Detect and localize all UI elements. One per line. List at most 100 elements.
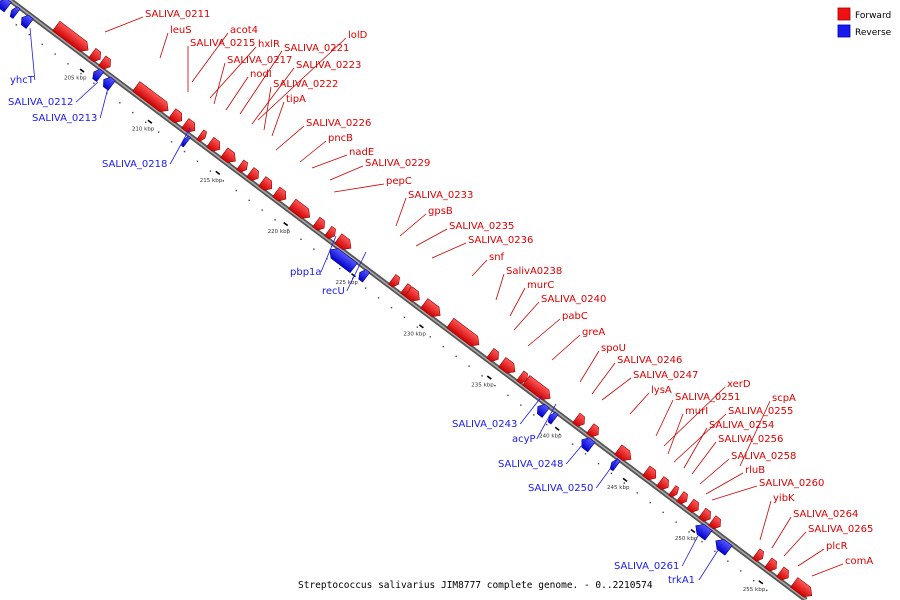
forward-gene xyxy=(642,465,657,481)
forward-gene xyxy=(776,566,789,581)
tick-dot xyxy=(662,511,664,514)
forward-gene-label: acot4 xyxy=(230,25,258,36)
forward-gene xyxy=(668,485,680,498)
tick-label: 230 kbp xyxy=(403,331,426,337)
forward-label-leader xyxy=(551,334,581,361)
reverse-gene-label: trkA1 xyxy=(668,575,695,586)
reverse-label-leader xyxy=(681,531,701,567)
forward-gene xyxy=(790,577,813,598)
reverse-gene xyxy=(181,135,192,148)
forward-gene xyxy=(246,167,259,182)
tick-label: 205 kbp xyxy=(64,76,87,82)
backbone xyxy=(8,0,808,600)
forward-gene-label: SALIVA_0211 xyxy=(145,9,210,20)
reverse-gene xyxy=(695,524,713,541)
forward-label-leader xyxy=(591,362,616,395)
reverse-label-leader xyxy=(320,235,337,273)
forward-gene xyxy=(586,423,599,438)
tick-dot xyxy=(145,121,147,124)
tick-dot xyxy=(170,141,173,143)
forward-label-leader xyxy=(471,259,488,277)
reverse-gene xyxy=(329,248,358,274)
tick-dot xyxy=(610,472,613,475)
tick-label: 225 kbp xyxy=(336,280,359,286)
forward-label-leader xyxy=(739,400,771,467)
forward-gene-label: SALIVA_0233 xyxy=(408,190,473,201)
forward-gene xyxy=(516,370,528,384)
major-tick xyxy=(758,580,764,585)
forward-label-leader xyxy=(759,500,772,541)
tick-dot xyxy=(558,433,561,436)
forward-label-leader xyxy=(271,101,285,137)
forward-gene-label: SALIVA_0240 xyxy=(541,294,606,305)
tick-label: 240 kbp xyxy=(539,434,562,440)
forward-gene-label: nadE xyxy=(349,147,374,158)
forward-label-leader xyxy=(509,287,526,317)
forward-gene xyxy=(288,198,311,219)
forward-label-leader xyxy=(783,531,807,557)
tick-dot xyxy=(442,345,444,348)
forward-label-leader xyxy=(311,154,348,169)
major-tick xyxy=(79,68,85,73)
forward-label-leader xyxy=(601,377,632,401)
forward-label-leader xyxy=(673,413,727,463)
reverse-label-leader xyxy=(346,251,367,292)
tick-dot xyxy=(54,53,56,55)
forward-gene xyxy=(614,444,632,461)
forward-gene xyxy=(132,81,169,112)
forward-gene xyxy=(676,491,688,505)
forward-gene-label: SALIVA_0246 xyxy=(617,355,682,366)
forward-gene xyxy=(272,186,287,202)
forward-gene-label: comA xyxy=(845,556,873,567)
tick-dot xyxy=(196,160,199,163)
tick-dot xyxy=(740,570,742,572)
forward-gene-label: SalivA0238 xyxy=(506,266,562,277)
tick-dot xyxy=(41,43,43,46)
legend-reverse-label: Reverse xyxy=(855,28,892,38)
tick-dot xyxy=(533,414,535,416)
forward-gene xyxy=(404,286,420,302)
forward-label-leader xyxy=(711,485,758,501)
reverse-gene-label: SALIVA_0243 xyxy=(452,419,517,430)
forward-gene-label: SALIVA_0251 xyxy=(675,392,740,403)
forward-label-leader xyxy=(667,413,684,455)
forward-label-leader xyxy=(683,427,708,469)
reverse-gene xyxy=(0,0,12,13)
forward-gene-label: SALIVA_0221 xyxy=(284,43,349,54)
tick-dot xyxy=(183,150,186,153)
legend-forward-swatch xyxy=(837,7,851,21)
legend-forward-label: Forward xyxy=(855,11,891,21)
tick-dot xyxy=(132,111,134,114)
forward-gene-label: SALIVA_0236 xyxy=(468,235,533,246)
reverse-gene xyxy=(103,76,116,91)
tick-dot xyxy=(222,180,225,182)
forward-gene xyxy=(258,176,273,191)
forward-gene-label: snf xyxy=(489,252,505,263)
tick-dot xyxy=(403,316,406,319)
reverse-label-leader xyxy=(698,543,723,581)
forward-gene-label: SALIVA_0258 xyxy=(731,451,796,462)
forward-gene-label: yibK xyxy=(773,493,795,504)
forward-gene xyxy=(420,298,441,317)
forward-gene-label: SALIVA_0255 xyxy=(728,406,793,417)
forward-label-leader xyxy=(655,399,674,437)
reverse-gene-label: SALIVA_0218 xyxy=(102,159,167,170)
reverse-label-leader xyxy=(75,81,99,103)
forward-gene xyxy=(498,357,516,374)
forward-gene xyxy=(181,118,196,133)
forward-label-leader xyxy=(263,86,272,131)
forward-label-leader xyxy=(251,67,295,125)
major-tick xyxy=(486,375,492,380)
tick-dot xyxy=(67,63,69,65)
reverse-gene xyxy=(547,411,559,425)
reverse-gene-label: pbp1a xyxy=(290,267,322,278)
tick-dot xyxy=(494,384,496,387)
tick-dot xyxy=(507,394,509,397)
forward-gene-label: pabC xyxy=(562,311,588,322)
forward-gene-label: plcR xyxy=(826,541,848,552)
forward-gene-label: SALIVA_0215 xyxy=(190,38,255,49)
forward-gene-label: pncB xyxy=(328,133,353,144)
reverse-gene xyxy=(9,6,21,19)
major-tick xyxy=(622,477,628,483)
